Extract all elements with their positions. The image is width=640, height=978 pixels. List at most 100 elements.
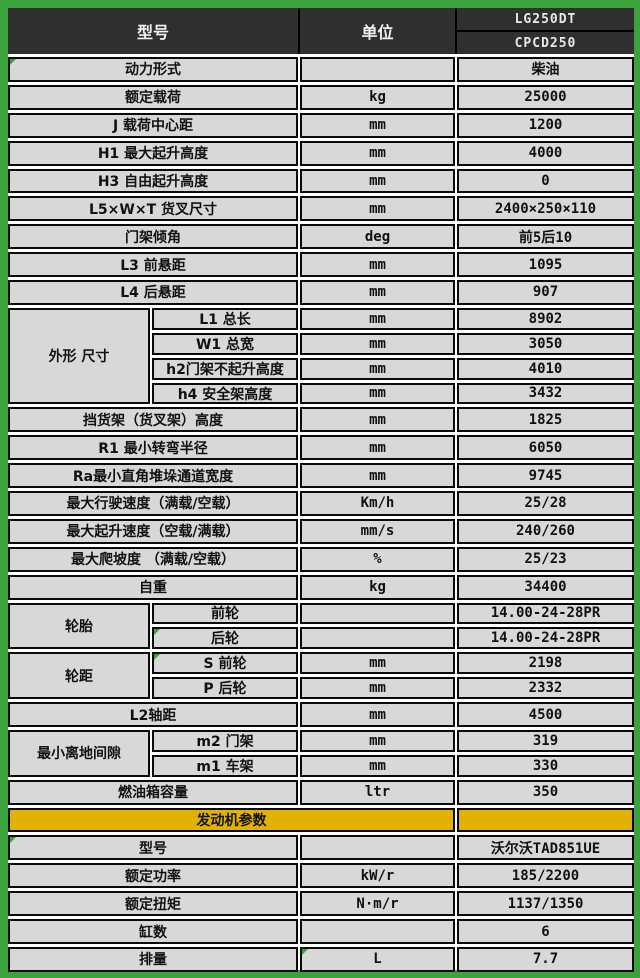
row-unit: N·m/r: [300, 891, 455, 917]
row-unit: mm: [300, 196, 455, 222]
cell-flag-triangle-icon: [10, 59, 16, 65]
row-unit: %: [300, 546, 455, 572]
row-label: Ra最小直角堆垛通道宽度: [8, 463, 298, 489]
row-sublabel: L1 总长: [152, 307, 298, 330]
table-row: W1 总宽 mm 3050: [152, 330, 634, 355]
table-row-group: 轮胎 前轮 14.00-24-28PR 后轮 14.00-24-28PR: [8, 600, 634, 650]
table-row: h4 安全架高度 mm 3432: [152, 380, 634, 405]
row-label: L5×W×T 货叉尺寸: [8, 196, 298, 222]
row-value: 240/260: [457, 518, 634, 544]
table-row: R1 最小转弯半径 mm 6050: [8, 432, 634, 461]
row-unit: kW/r: [300, 863, 455, 889]
group-rows: S 前轮 mm 2198 P 后轮 mm 2332: [152, 649, 634, 700]
row-value: 前5后10: [457, 224, 634, 250]
row-value: 2332: [457, 677, 634, 700]
table-body: 动力形式 柴油 额定载荷 kg 25000 J 载荷中心距 mm 1200 H1 最大起升高度 m…: [8, 54, 634, 974]
row-value: 2198: [457, 652, 634, 675]
row-value: 25/28: [457, 491, 634, 516]
row-label: R1 最小转弯半径: [8, 435, 298, 461]
row-value: 3432: [457, 382, 634, 405]
table-row: 自重 kg 34400: [8, 572, 634, 600]
table-row: 额定扭矩 N·m/r 1137/1350: [8, 888, 634, 917]
row-value: 907: [457, 280, 634, 305]
table-row: J 载荷中心距 mm 1200: [8, 110, 634, 138]
table-row: 额定载荷 kg 25000: [8, 82, 634, 110]
table-row: L4 后悬距 mm 907: [8, 277, 634, 305]
section-banner-label: 发动机参数: [8, 807, 455, 833]
row-value: 柴油: [457, 57, 634, 82]
table-row: L3 前悬距 mm 1095: [8, 249, 634, 277]
table-row: m2 门架 mm 319: [152, 727, 634, 752]
row-value: 4010: [457, 357, 634, 380]
row-unit: mm: [300, 702, 455, 727]
table-row: 动力形式 柴油: [8, 54, 634, 82]
row-unit: mm: [300, 407, 455, 433]
cell-flag-triangle-icon: [302, 948, 308, 955]
table-row: H3 自由起升高度 mm 0: [8, 166, 634, 194]
table-row: L5×W×T 货叉尺寸 mm 2400×250×110: [8, 193, 634, 222]
row-unit: kg: [300, 84, 455, 110]
group-rows: L1 总长 mm 8902 W1 总宽 mm 3050 h2门架不起升高度 mm 4010 h4 …: [152, 305, 634, 405]
row-value: 1137/1350: [457, 891, 634, 917]
row-unit: [300, 602, 455, 625]
header-value-column: LG250DT CPCD250: [457, 8, 634, 54]
table-row: H1 最大起升高度 mm 4000: [8, 138, 634, 166]
row-value: 1825: [457, 407, 634, 433]
spec-table: 型号 单位 LG250DT CPCD250 动力形式 柴油 额定载荷 kg 25000 J…: [8, 8, 634, 972]
table-row-group: 最小离地间隙 m2 门架 mm 319 m1 车架 mm 330: [8, 727, 634, 777]
row-value: 185/2200: [457, 863, 634, 889]
row-label: 挡货架（货叉架）高度: [8, 407, 298, 433]
section-banner-row: 发动机参数: [8, 805, 634, 833]
row-unit: mm: [300, 280, 455, 305]
row-value: 沃尔沃TAD851UE: [457, 835, 634, 861]
row-sublabel: 后轮: [152, 627, 298, 650]
row-unit: [300, 57, 455, 82]
row-unit: mm: [300, 168, 455, 194]
row-value: 9745: [457, 463, 634, 489]
group-label: 外形 尺寸: [8, 307, 150, 405]
header-unit-column: 单位: [300, 8, 457, 54]
row-value: 1200: [457, 112, 634, 138]
table-header: 型号 单位 LG250DT CPCD250: [8, 8, 634, 54]
row-unit: mm: [300, 357, 455, 380]
row-unit: L: [300, 946, 455, 972]
row-label: 动力形式: [8, 57, 298, 82]
row-label: 型号: [8, 835, 298, 861]
row-value: 330: [457, 754, 634, 777]
table-row: 最大起升速度（空载/满载） mm/s 240/260: [8, 516, 634, 544]
row-label: H1 最大起升高度: [8, 140, 298, 166]
row-unit: ltr: [300, 779, 455, 805]
row-value: 25/23: [457, 546, 634, 572]
group-label: 轮胎: [8, 602, 150, 650]
row-sublabel: m2 门架: [152, 729, 298, 752]
row-sublabel: S 前轮: [152, 652, 298, 675]
row-value: 25000: [457, 84, 634, 110]
row-label: 额定载荷: [8, 84, 298, 110]
table-row: 挡货架（货叉架）高度 mm 1825: [8, 404, 634, 433]
row-value: 34400: [457, 574, 634, 600]
row-unit: mm: [300, 140, 455, 166]
row-label: 门架倾角: [8, 224, 298, 250]
row-value: 6050: [457, 435, 634, 461]
table-row: Ra最小直角堆垛通道宽度 mm 9745: [8, 460, 634, 489]
row-label: L3 前悬距: [8, 252, 298, 277]
table-row: 后轮 14.00-24-28PR: [152, 624, 634, 650]
row-value: 0: [457, 168, 634, 194]
row-value: 7.7: [457, 946, 634, 972]
row-label: 排量: [8, 946, 298, 972]
row-unit: mm: [300, 677, 455, 700]
row-sublabel: W1 总宽: [152, 332, 298, 355]
table-row: 型号 沃尔沃TAD851UE: [8, 832, 634, 861]
table-row: 排量 L 7.7: [8, 944, 634, 972]
group-rows: 前轮 14.00-24-28PR 后轮 14.00-24-28PR: [152, 600, 634, 650]
group-label: 轮距: [8, 652, 150, 700]
row-unit: kg: [300, 574, 455, 600]
row-unit: mm: [300, 754, 455, 777]
table-row: 门架倾角 deg 前5后10: [8, 221, 634, 250]
row-value: 8902: [457, 307, 634, 330]
row-unit: [300, 627, 455, 650]
row-value: 1095: [457, 252, 634, 277]
row-label: L4 后悬距: [8, 280, 298, 305]
row-label: H3 自由起升高度: [8, 168, 298, 194]
